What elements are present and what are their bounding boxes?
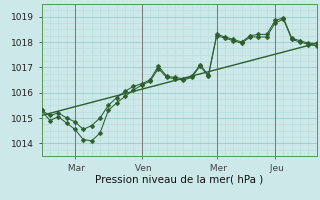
X-axis label: Pression niveau de la mer( hPa ): Pression niveau de la mer( hPa ) [95, 174, 263, 184]
